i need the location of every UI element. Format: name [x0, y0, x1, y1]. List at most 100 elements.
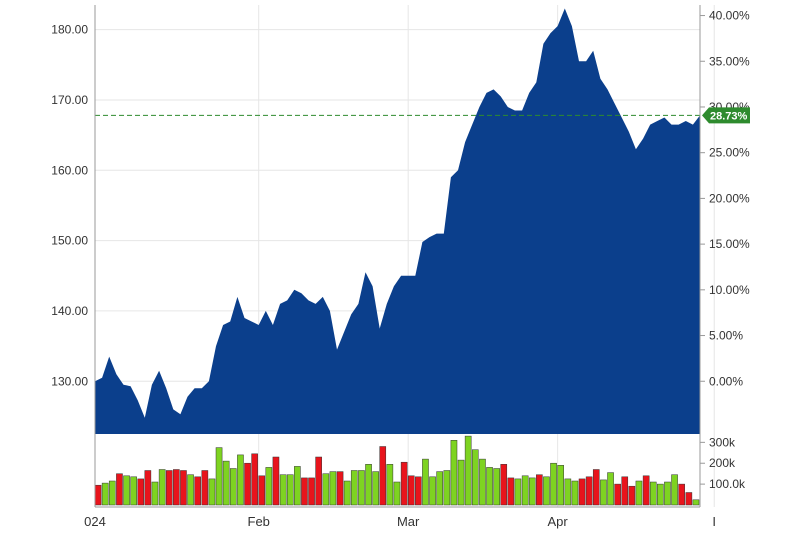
volume-bar [464, 435, 472, 506]
percent-tick-label: 0.00% [709, 374, 743, 388]
axis-lines [94, 5, 701, 508]
volume-bar [592, 469, 600, 506]
volume-bar [635, 480, 643, 506]
percent-tick-label: 35.00% [709, 54, 750, 68]
percent-axis: 0.00%5.00%10.00%15.00%20.00%25.00%30.00%… [700, 9, 750, 388]
volume-bar [372, 471, 379, 506]
volume-bar [308, 477, 315, 506]
volume-tick-label: 200k [709, 456, 736, 470]
volume-bar [251, 453, 258, 506]
volume-tick-label: 100.0k [709, 477, 746, 491]
volume-bar [578, 478, 586, 506]
volume-bar [137, 478, 145, 506]
volume-bar [272, 456, 280, 506]
volume-bar [443, 470, 451, 506]
volume-bar [649, 481, 657, 506]
volume-bar [358, 470, 365, 506]
volume-bar [422, 458, 429, 506]
volume-bar [564, 478, 572, 506]
volume-bar [571, 480, 579, 506]
time-tick-label: Feb [248, 514, 270, 529]
volume-tick-label: 300k [709, 435, 736, 449]
volume-bars [94, 435, 700, 506]
volume-bar [279, 474, 287, 506]
price-tick-label: 160.00 [51, 163, 88, 177]
volume-bar [130, 476, 137, 506]
volume-axis: 100.0k 200k 300k [700, 435, 746, 491]
volume-bar [500, 464, 508, 506]
volume-bar [258, 475, 266, 506]
price-area-series [95, 8, 700, 434]
volume-bar [400, 461, 408, 506]
percent-tick-label: 15.00% [709, 237, 750, 251]
volume-bar [607, 472, 614, 506]
volume-bar [244, 462, 251, 506]
time-tick-label: Apr [548, 514, 569, 529]
volume-bar [322, 473, 330, 506]
volume-bar [415, 476, 422, 506]
volume-bar [365, 464, 372, 506]
volume-bar [379, 446, 387, 506]
volume-bar [692, 499, 700, 506]
volume-bar [486, 467, 493, 506]
volume-bar [521, 475, 529, 506]
percent-tick-label: 10.00% [709, 283, 750, 297]
price-axis: 130.00 140.00 150.00 160.00 170.00 180.00 [51, 23, 88, 389]
volume-bar [286, 474, 294, 506]
volume-bar [194, 476, 201, 506]
volume-bar [457, 459, 465, 506]
volume-bar [429, 476, 436, 506]
volume-bar [664, 481, 671, 506]
volume-bar [165, 470, 173, 506]
time-axis: 024 Feb Mar Apr I [84, 514, 716, 529]
volume-bar [628, 485, 636, 506]
volume-bar [294, 466, 301, 506]
volume-bar [671, 474, 678, 506]
volume-bar [222, 460, 230, 506]
volume-bar [208, 478, 216, 506]
volume-bar [657, 483, 664, 506]
volume-bar [173, 469, 180, 506]
volume-bar [215, 447, 223, 506]
volume-bar [180, 470, 187, 506]
price-tick-label: 130.00 [51, 374, 88, 388]
volume-bar [301, 477, 308, 506]
volume-bar [336, 471, 344, 506]
volume-bar [386, 464, 394, 506]
volume-bar [471, 449, 479, 506]
volume-bar [94, 484, 102, 506]
current-value-label: 28.73% [710, 110, 748, 122]
percent-tick-label: 40.00% [709, 9, 750, 23]
current-value-badge[interactable]: 28.73% [702, 107, 750, 124]
volume-bar [265, 467, 273, 506]
volume-bar [116, 473, 123, 506]
volume-bar [600, 479, 607, 506]
volume-bar [187, 474, 194, 506]
price-tick-label: 170.00 [51, 93, 88, 107]
volume-bar [329, 471, 337, 506]
volume-bar [436, 471, 443, 506]
volume-bar [536, 474, 543, 506]
volume-bar [543, 476, 550, 506]
volume-bar [237, 454, 244, 506]
volume-bar [229, 468, 237, 506]
price-tick-label: 150.00 [51, 234, 88, 248]
volume-bar [350, 470, 358, 506]
volume-bar [343, 480, 351, 506]
percent-tick-label: 20.00% [709, 191, 750, 205]
volume-bar [678, 483, 685, 506]
volume-bar [393, 481, 401, 506]
volume-bar [585, 476, 593, 506]
volume-bar [528, 477, 536, 506]
volume-bar [557, 465, 564, 506]
volume-bar [493, 468, 500, 506]
volume-bar [315, 456, 322, 506]
volume-bar [642, 475, 650, 506]
volume-bar [685, 492, 693, 506]
volume-bar [407, 475, 415, 506]
price-tick-label: 140.00 [51, 304, 88, 318]
current-value-badge-shape [702, 107, 750, 124]
percent-tick-label: 5.00% [709, 329, 743, 343]
volume-bar [450, 440, 458, 506]
